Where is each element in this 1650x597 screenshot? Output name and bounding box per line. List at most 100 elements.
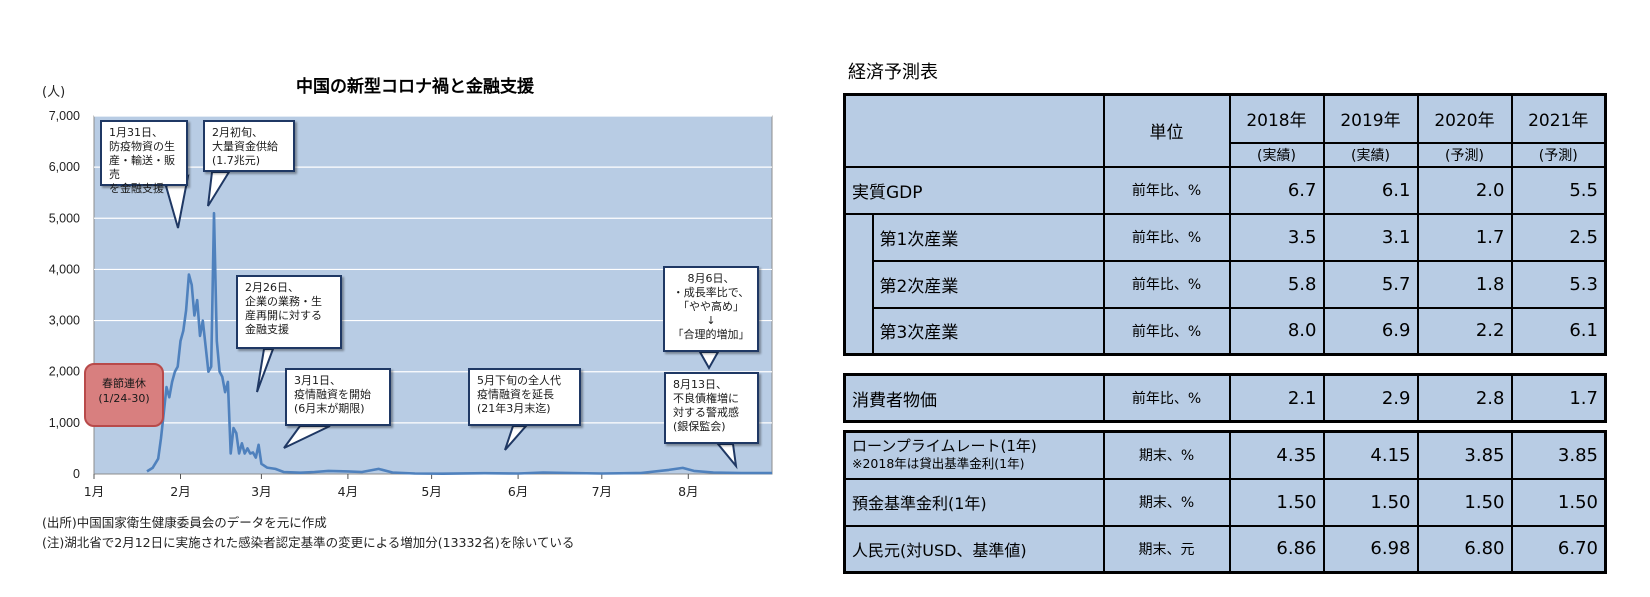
x-tick-label: 5月 [421,484,441,499]
deposit-2021: 1.50 [1510,477,1607,527]
year-2018: 2018年 [1228,93,1325,144]
deposit-2018: 1.50 [1228,477,1325,527]
year-2021: 2021年 [1510,93,1607,144]
x-tick-label: 1月 [84,484,104,499]
y-tick-label: 1,000 [49,416,80,430]
x-tick-label: 2月 [170,484,190,499]
indent-cell [843,260,874,308]
sector-unit: 前年比、% [1102,306,1231,356]
series-line [146,211,772,476]
y-tick-label: 3,000 [49,314,80,328]
header-blank [843,93,1105,168]
cpi-2019: 2.9 [1322,373,1419,423]
callout-pointer [207,171,231,207]
lpr-label-cell: ローンプライムレート(1年) ※2018年は貸出基準金利(1年) [843,430,1105,480]
gdp-2020: 2.0 [1416,165,1513,215]
rmb-2019: 6.98 [1322,524,1419,574]
sector-value: 6.1 [1510,306,1607,356]
cpi-2018: 2.1 [1228,373,1325,423]
x-tick-label: 3月 [251,484,271,499]
y-tick-label: 4,000 [49,262,80,276]
sector-value: 3.1 [1322,212,1419,262]
x-tick-label: 4月 [338,484,358,499]
y-tick-label: 0 [73,467,80,481]
deposit-unit: 期末、% [1102,477,1231,527]
sector-value: 5.3 [1510,259,1607,309]
sector-value: 2.2 [1416,306,1513,356]
callout-pointer [504,425,529,451]
sector-unit: 前年比、% [1102,259,1231,309]
chart-canvas: 0 1,000 2,000 3,000 4,000 5,000 6,000 7,000 1月 2月… [42,76,773,499]
forecast-table-main: 単位 2018年 2019年 2020年 2021年 (実績) (実績) (予測… [843,93,1607,356]
source-note: (出所)中国国家衛生健康委員会のデータを元に作成 [42,515,327,530]
sector-unit: 前年比、% [1102,212,1231,262]
sector-value: 2.5 [1510,212,1607,262]
status-2020: (予測) [1416,141,1513,168]
deposit-2020: 1.50 [1416,477,1513,527]
row-rmb: 人民元(対USD、基準値) 期末、元 6.86 6.98 6.80 6.70 [843,524,1607,574]
cpi-2021: 1.7 [1510,373,1607,423]
x-tick-label: 6月 [508,484,528,499]
callout-pointer [698,351,720,371]
sector-value: 5.8 [1228,259,1325,309]
callout-pointer [283,425,331,449]
callout-pointer [715,443,738,470]
forecast-table-finance: ローンプライムレート(1年) ※2018年は貸出基準金利(1年) 期末、% 4.… [843,430,1607,574]
status-2021: (予測) [1510,141,1607,168]
y-tick-label: 7,000 [49,109,80,123]
cpi-2020: 2.8 [1416,373,1513,423]
x-tick-label: 7月 [592,484,612,499]
indent-cell [843,307,874,355]
cpi-unit: 前年比、% [1102,373,1231,423]
y-tick-label: 5,000 [49,211,80,225]
lpr-label: ローンプライムレート(1年) [852,437,1037,456]
sector-value: 1.7 [1416,212,1513,262]
row-sector-primary: 第1次産業 前年比、% 3.5 3.1 1.7 2.5 [843,212,1607,262]
lpr-sublabel: ※2018年は貸出基準金利(1年) [852,456,1025,472]
header-unit: 単位 [1102,93,1231,168]
sector-value: 8.0 [1228,306,1325,356]
rmb-2020: 6.80 [1416,524,1513,574]
sector-value: 3.5 [1228,212,1325,262]
annotation-jan31: 1月31日、 防疫物資の生 産・輸送・販売 を金融支援 [100,120,188,195]
year-2019: 2019年 [1322,93,1419,144]
lpr-2021: 3.85 [1510,430,1607,480]
rmb-2018: 6.86 [1228,524,1325,574]
annotation-feb-early: 2月初旬、 大量資金供給 (1.7兆元) [203,120,295,172]
lpr-2019: 4.15 [1322,430,1419,480]
sector-label: 第1次産業 [871,212,1105,262]
sector-value: 6.9 [1322,306,1419,356]
chart-title: 中国の新型コロナ禍と金融支援 [296,76,535,97]
annotation-mar1: 3月1日、 疫情融資を開始 (6月末が期限) [285,368,391,426]
indent-cell [843,213,874,261]
year-2020: 2020年 [1416,93,1513,144]
status-2018: (実績) [1228,141,1325,168]
rmb-2021: 6.70 [1510,524,1607,574]
sector-label: 第2次産業 [871,259,1105,309]
gdp-2019: 6.1 [1322,165,1419,215]
lpr-unit: 期末、% [1102,430,1231,480]
plot-area [93,115,773,475]
annotation-aug6: 8月6日、 ・成長率比で、 「やや高め」 ↓ 「合理的増加」 [663,266,759,352]
row-sector-tertiary: 第3次産業 前年比、% 8.0 6.9 2.2 6.1 [843,306,1607,356]
annotation-may-npc: 5月下旬の全人代 疫情融資を延長 (21年3月末迄) [468,368,581,426]
sector-value: 5.7 [1322,259,1419,309]
callout-pointer [256,348,275,393]
cpi-label: 消費者物価 [843,373,1105,423]
lpr-2020: 3.85 [1416,430,1513,480]
deposit-label: 預金基準金利(1年) [843,477,1105,527]
y-axis-unit: (人) [42,85,65,100]
y-tick-label: 6,000 [49,160,80,174]
rmb-label: 人民元(対USD、基準値) [843,524,1105,574]
spring-festival-label: 春節連休 (1/24-30) [84,363,164,427]
gdp-2021: 5.5 [1510,165,1607,215]
table-title: 経済予測表 [848,62,938,83]
status-2019: (実績) [1322,141,1419,168]
row-deposit-rate: 預金基準金利(1年) 期末、% 1.50 1.50 1.50 1.50 [843,477,1607,527]
covid-chart: 0 1,000 2,000 3,000 4,000 5,000 6,000 7,000 1月 2月… [42,76,773,550]
annotation-feb26: 2月26日、 企業の業務・生 産再開に対する 金融支援 [236,275,342,349]
deposit-2019: 1.50 [1322,477,1419,527]
rmb-unit: 期末、元 [1102,524,1231,574]
gdp-unit: 前年比、% [1102,165,1231,215]
forecast-table-cpi: 消費者物価 前年比、% 2.1 2.9 2.8 1.7 [843,373,1607,423]
